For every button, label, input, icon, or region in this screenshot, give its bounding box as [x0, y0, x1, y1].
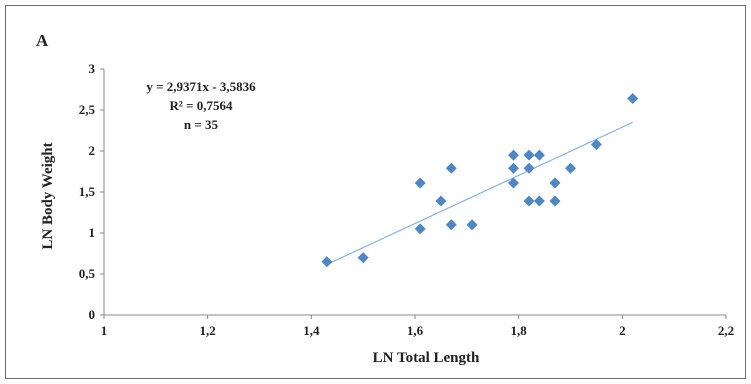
data-point [357, 252, 369, 264]
data-point [590, 138, 602, 150]
x-tick-label: 2 [619, 323, 626, 338]
x-tick-label: 1,8 [511, 323, 528, 338]
y-tick-label: 1,5 [79, 184, 96, 199]
y-tick-label: 0 [89, 307, 96, 322]
data-point [321, 256, 333, 268]
y-tick-label: 1 [89, 225, 96, 240]
data-point [627, 93, 639, 105]
data-points [321, 93, 639, 268]
regression-equation: y = 2,9371x - 3,5836 [146, 79, 256, 94]
panel-label: A [36, 31, 49, 50]
data-point [507, 162, 519, 174]
y-tick-label: 3 [89, 61, 96, 76]
r-squared-label: R² = 0,7564 [170, 98, 233, 113]
data-point [507, 149, 519, 161]
regression-annotation: y = 2,9371x - 3,5836 R² = 0,7564 n = 35 [146, 79, 256, 132]
data-point [414, 177, 426, 189]
x-tick-label: 1,4 [303, 323, 320, 338]
y-tick-label: 2,5 [79, 102, 96, 117]
data-point [523, 195, 535, 207]
data-point [523, 149, 535, 161]
data-point [549, 177, 561, 189]
data-point [507, 177, 519, 189]
data-point [533, 149, 545, 161]
data-point [414, 223, 426, 235]
x-tick-label: 2,2 [718, 323, 734, 338]
x-tick-label: 1,2 [200, 323, 216, 338]
chart-figure: A 0 0,5 1 1,5 2 2,5 3 1 1,2 1,4 1,6 1,8 2 2,2 y = 2,… [5, 5, 746, 379]
y-tick-label: 2 [89, 143, 96, 158]
data-point [523, 162, 535, 174]
sample-size-label: n = 35 [184, 117, 219, 132]
x-tick-label: 1,6 [407, 323, 424, 338]
scatter-plot: A 0 0,5 1 1,5 2 2,5 3 1 1,2 1,4 1,6 1,8 2 2,2 y = 2,… [36, 31, 734, 366]
x-tick-label: 1 [101, 323, 108, 338]
data-point [466, 219, 478, 231]
x-axis-ticks: 1 1,2 1,4 1,6 1,8 2 2,2 [101, 315, 734, 338]
y-tick-label: 0,5 [79, 266, 96, 281]
y-axis-title: LN Body Weight [40, 142, 56, 249]
y-axis-ticks: 0 0,5 1 1,5 2 2,5 3 [79, 61, 104, 322]
data-point [435, 195, 447, 207]
data-point [445, 162, 457, 174]
data-point [549, 195, 561, 207]
data-point [445, 219, 457, 231]
data-point [533, 195, 545, 207]
x-axis-title: LN Total Length [373, 350, 480, 366]
trendline [326, 121, 633, 265]
data-point [565, 162, 576, 174]
